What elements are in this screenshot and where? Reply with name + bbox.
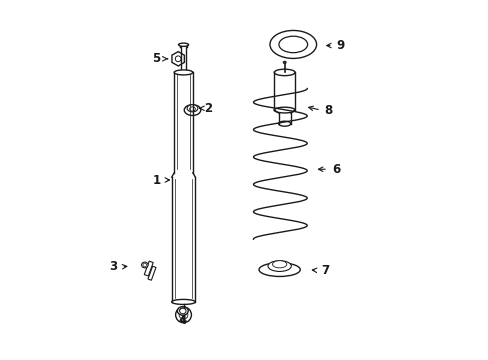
Ellipse shape <box>177 307 188 315</box>
Text: 9: 9 <box>336 39 344 52</box>
Ellipse shape <box>283 61 285 63</box>
Ellipse shape <box>274 69 294 76</box>
Ellipse shape <box>272 261 286 268</box>
Text: 5: 5 <box>152 52 161 65</box>
Text: 2: 2 <box>204 102 212 115</box>
Ellipse shape <box>278 36 307 53</box>
Ellipse shape <box>184 105 201 116</box>
Ellipse shape <box>142 263 146 267</box>
Text: 8: 8 <box>324 104 332 117</box>
Ellipse shape <box>187 105 198 112</box>
Ellipse shape <box>179 310 187 319</box>
Ellipse shape <box>175 307 191 323</box>
Ellipse shape <box>278 121 290 126</box>
Polygon shape <box>172 51 184 66</box>
Text: 3: 3 <box>109 260 118 273</box>
Ellipse shape <box>259 263 300 276</box>
Ellipse shape <box>174 70 192 75</box>
Ellipse shape <box>274 107 294 113</box>
Ellipse shape <box>189 107 195 111</box>
Text: 7: 7 <box>321 264 328 277</box>
Ellipse shape <box>175 56 181 62</box>
Polygon shape <box>148 266 156 280</box>
Ellipse shape <box>142 262 148 268</box>
Ellipse shape <box>269 31 316 58</box>
Ellipse shape <box>179 308 185 314</box>
Text: 1: 1 <box>152 174 161 186</box>
Polygon shape <box>144 261 153 276</box>
Ellipse shape <box>267 261 291 271</box>
Ellipse shape <box>171 300 195 305</box>
Text: 6: 6 <box>331 163 339 176</box>
Ellipse shape <box>178 43 188 46</box>
Text: 4: 4 <box>178 314 186 328</box>
